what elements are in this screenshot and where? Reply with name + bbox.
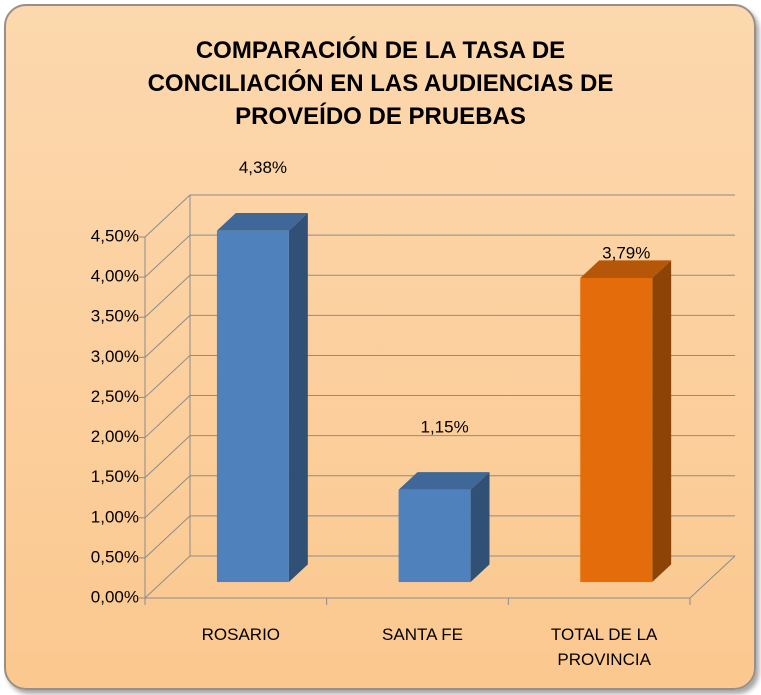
value-label: 3,79% <box>602 243 650 262</box>
bar-side <box>652 260 672 583</box>
grid-line <box>144 234 735 278</box>
bar <box>216 230 289 583</box>
y-tick-label: 3,00% <box>91 347 139 366</box>
x-tick-label: ROSARIO <box>201 625 281 644</box>
grid-line <box>144 555 735 599</box>
bar <box>398 489 471 583</box>
bar-top <box>216 213 308 231</box>
floor-right <box>689 555 736 599</box>
grid-line <box>144 435 735 479</box>
bar <box>580 277 653 583</box>
y-tick-label: 1,50% <box>91 467 139 486</box>
y-tick-label: 4,00% <box>91 267 139 286</box>
grid-line <box>144 475 735 519</box>
y-tick-label: 0,50% <box>91 547 139 566</box>
y-tick-label: 0,00% <box>91 587 139 606</box>
x-tick-label: SANTA FE <box>382 625 463 644</box>
bar-top <box>580 260 672 278</box>
x-tick-label: TOTAL DE LA PROVINCIA <box>550 625 658 669</box>
chart-title-line: CONCILIACIÓN EN LAS AUDIENCIAS DE <box>147 70 614 97</box>
bar-side <box>470 472 490 583</box>
y-tick-label: 2,50% <box>91 387 139 406</box>
value-label: 4,38% <box>239 158 287 177</box>
y-tick-label: 1,00% <box>91 507 139 526</box>
grid-line <box>144 354 735 398</box>
bar-top <box>398 472 490 490</box>
grid-line <box>144 274 735 318</box>
y-tick-label: 4,50% <box>91 226 139 245</box>
grid-line <box>144 194 735 238</box>
bar-side <box>288 213 308 583</box>
y-tick-label: 3,50% <box>91 307 139 326</box>
chart-title-line: COMPARACIÓN DE LA TASA DE <box>195 37 566 64</box>
y-tick-label: 2,00% <box>91 427 139 446</box>
grid-line <box>144 314 735 358</box>
grid-line <box>144 515 735 559</box>
chart-title-line: PROVEÍDO DE PRUEBAS <box>235 103 526 130</box>
value-label: 1,15% <box>420 417 468 436</box>
grid-line <box>144 395 735 438</box>
